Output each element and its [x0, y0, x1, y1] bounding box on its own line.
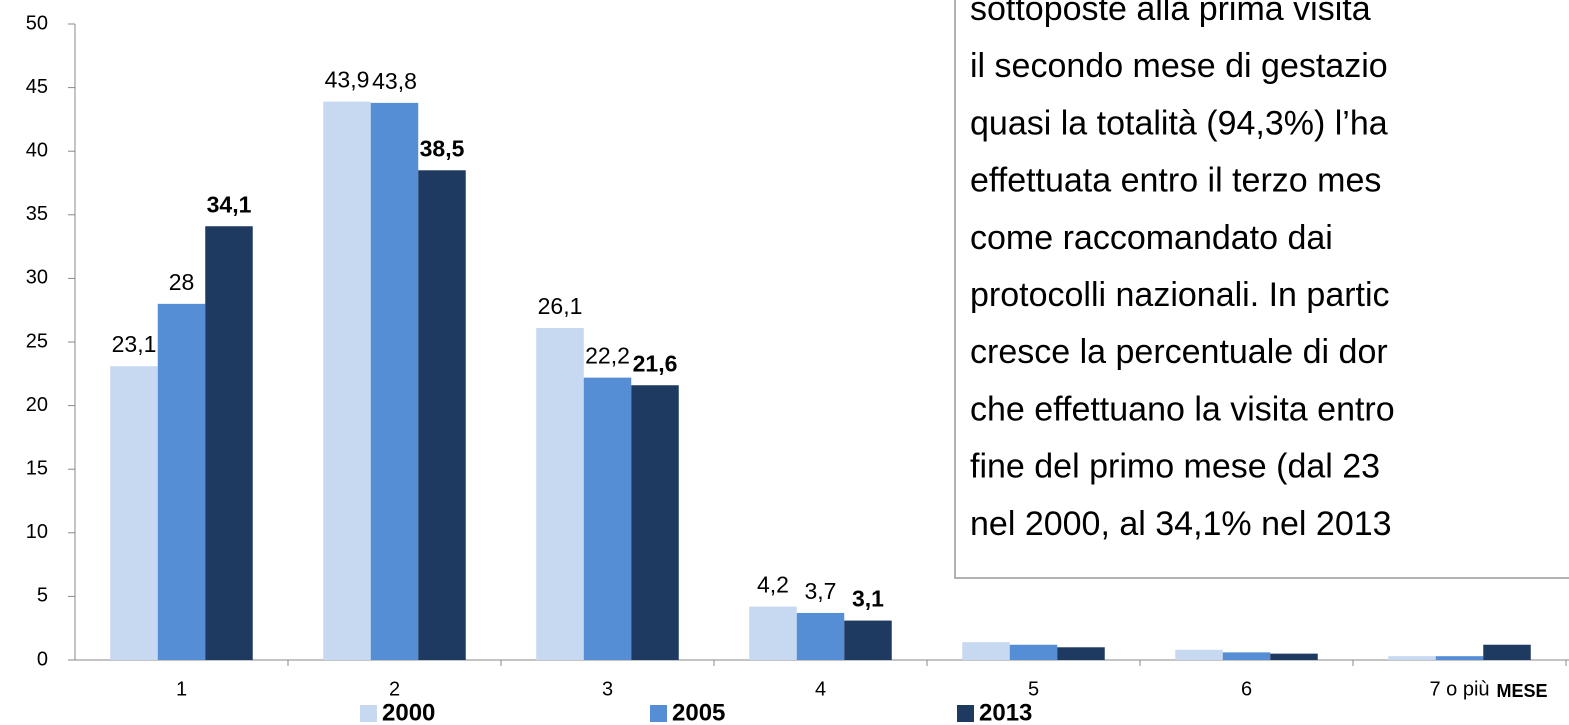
y-tick-label: 25 — [26, 330, 48, 352]
legend-label: 2000 — [382, 699, 435, 725]
value-label: 28 — [169, 269, 195, 295]
bar — [1388, 656, 1436, 660]
value-label: 34,1 — [207, 191, 252, 217]
bar — [1483, 644, 1531, 660]
bar — [1222, 652, 1271, 660]
bar — [749, 606, 797, 660]
x-axis-label: MESE — [1496, 681, 1547, 701]
annotation-line: il secondo mese di gestazio — [970, 47, 1388, 85]
value-label: 43,9 — [325, 67, 370, 93]
value-label: 43,8 — [372, 68, 417, 94]
legend-label: 2005 — [672, 699, 725, 725]
bar — [962, 642, 1010, 660]
bar — [1009, 644, 1058, 660]
legend-swatch — [360, 705, 377, 722]
annotation-line: quasi la totalità (94,3%) l’ha — [970, 104, 1388, 142]
bar — [157, 303, 206, 660]
value-label: 23,1 — [112, 331, 157, 357]
y-tick-label: 45 — [26, 76, 48, 98]
annotation-line: fine del primo mese (dal 23 — [970, 448, 1380, 486]
x-tick-label: 3 — [602, 678, 613, 700]
y-tick-label: 5 — [37, 585, 48, 607]
bar — [1057, 647, 1105, 660]
bar — [583, 377, 632, 660]
annotation-line: come raccomandato dai — [970, 219, 1333, 257]
bar — [418, 170, 466, 660]
value-label: 26,1 — [538, 293, 583, 319]
value-label: 22,2 — [585, 343, 630, 369]
bar — [796, 612, 845, 660]
annotation-line: che effettuano la visita entro — [970, 390, 1395, 428]
bar — [205, 226, 253, 661]
x-tick-label: 4 — [815, 678, 826, 700]
value-label: 21,6 — [633, 350, 678, 376]
bar — [1435, 656, 1484, 660]
bar — [844, 620, 892, 660]
y-tick-label: 10 — [26, 521, 48, 543]
annotation-line: cresce la percentuale di dor — [970, 333, 1388, 371]
legend-label: 2013 — [979, 699, 1032, 725]
value-label: 38,5 — [420, 135, 465, 161]
legend-swatch — [650, 705, 667, 722]
x-tick-label: 1 — [176, 678, 187, 700]
x-tick-label: 7 o più — [1429, 678, 1489, 700]
bar — [1270, 653, 1318, 660]
bar — [1175, 649, 1223, 660]
value-label: 3,7 — [805, 578, 837, 604]
annotation-box — [954, 0, 1569, 579]
bar — [631, 385, 679, 660]
bar — [370, 102, 419, 660]
y-tick-label: 30 — [26, 267, 48, 289]
y-tick-label: 40 — [26, 139, 48, 161]
x-tick-label: 5 — [1028, 678, 1039, 700]
annotation-line: effettuata entro il terzo mes — [970, 162, 1381, 200]
annotation-line: protocolli nazionali. In partic — [970, 276, 1390, 314]
y-tick-label: 50 — [26, 12, 48, 34]
bar — [536, 328, 584, 660]
value-label: 3,1 — [852, 586, 884, 612]
y-tick-label: 20 — [26, 394, 48, 416]
x-tick-label: 6 — [1241, 678, 1252, 700]
bar — [110, 366, 158, 660]
value-label: 4,2 — [757, 572, 789, 598]
x-tick-label: 2 — [389, 678, 400, 700]
bar — [323, 101, 371, 661]
y-tick-label: 15 — [26, 457, 48, 479]
y-tick-label: 0 — [37, 648, 48, 670]
legend-swatch — [957, 705, 974, 722]
y-tick-label: 35 — [26, 203, 48, 225]
annotation-line: sottoposte alla prima visita — [970, 0, 1371, 28]
annotation-line: nel 2000, al 34,1% nel 2013 — [970, 505, 1392, 543]
